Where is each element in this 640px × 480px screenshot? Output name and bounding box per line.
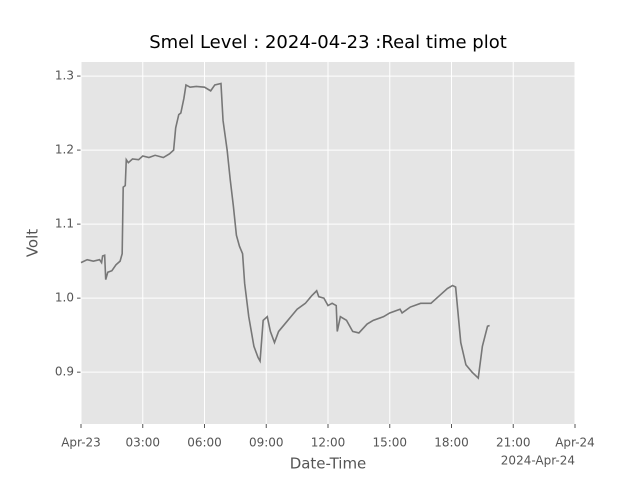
y-tick-label: 1.3 <box>55 69 74 83</box>
x-tick-label: 15:00 <box>372 436 407 450</box>
x-tick-label: 12:00 <box>311 436 346 450</box>
y-tick-label: 1.2 <box>55 143 74 157</box>
y-tick-label: 0.9 <box>55 365 74 379</box>
x-tick-label: 09:00 <box>249 436 284 450</box>
x-tick-label: 03:00 <box>125 436 160 450</box>
x-tick-label: 06:00 <box>187 436 222 450</box>
x-tick-label: 21:00 <box>496 436 531 450</box>
x-axis-label: Date-Time <box>290 455 367 473</box>
y-tick-label: 1.0 <box>55 291 74 305</box>
chart-title: Smel Level : 2024-04-23 :Real time plot <box>149 32 507 53</box>
x-tick-label: 18:00 <box>434 436 469 450</box>
data-line <box>80 82 490 380</box>
y-axis-label: Volt <box>24 229 42 257</box>
x-tick-label: Apr-23 <box>61 436 101 450</box>
x-tick-label: Apr-24 <box>555 436 595 450</box>
x-offset-label: 2024-Apr-24 <box>501 454 575 468</box>
y-tick-label: 1.1 <box>55 217 74 231</box>
